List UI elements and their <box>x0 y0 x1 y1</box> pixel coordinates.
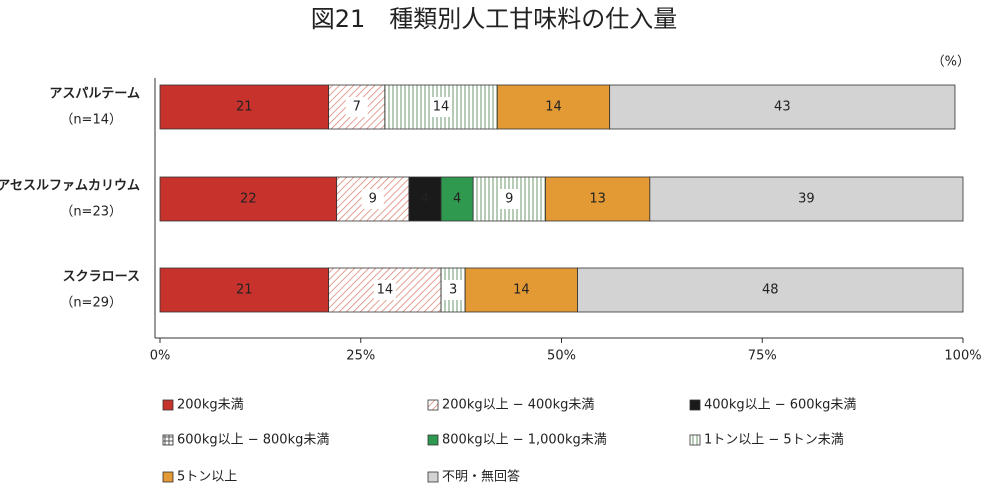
bar-segment <box>649 176 964 222</box>
bar-segment <box>440 176 474 222</box>
label-bg <box>345 97 368 117</box>
value-label: 4 <box>453 192 461 207</box>
legend-swatch <box>162 434 174 446</box>
x-tick-label: 25% <box>346 349 375 364</box>
x-tick-label: 0% <box>150 349 171 364</box>
label-bg <box>373 280 396 300</box>
legend-label: 200kg以上 − 400kg未満 <box>442 398 594 413</box>
legend-label: 200kg未満 <box>177 398 244 413</box>
bar-segment <box>545 176 651 222</box>
category-label: スクラロース <box>63 270 140 285</box>
value-label: 14 <box>513 283 530 298</box>
value-label: 4 <box>421 192 429 207</box>
category-note: （n=23） <box>60 205 122 220</box>
label-bg <box>361 189 384 209</box>
chart-title: 図21 種類別人工甘味料の仕入量 <box>311 5 678 33</box>
value-label: 9 <box>369 192 377 207</box>
value-label: 22 <box>240 192 257 207</box>
value-label: 39 <box>798 192 815 207</box>
bar-segment <box>464 267 578 313</box>
legend-label: 400kg以上 − 600kg未満 <box>704 398 856 413</box>
category-label: アセスルファムカリウム <box>0 179 140 194</box>
x-tick-label: 50% <box>547 349 576 364</box>
legend-swatch <box>427 471 439 483</box>
value-label: 14 <box>433 100 450 115</box>
legend-swatch <box>689 434 701 446</box>
value-label: 21 <box>236 283 253 298</box>
bar-segment <box>496 84 611 130</box>
value-label: 43 <box>774 100 791 115</box>
category-label: アスパルテーム <box>49 87 140 102</box>
bar-segment <box>159 84 330 130</box>
legend-label: 不明・無回答 <box>442 469 520 485</box>
x-tick-label: 100% <box>944 349 981 364</box>
value-label: 14 <box>545 100 562 115</box>
legend-label: 5トン以上 <box>177 470 237 485</box>
legend-label: 1トン以上 − 5トン未満 <box>704 433 844 448</box>
legend-swatch <box>162 471 174 483</box>
unit-label: （%） <box>932 55 970 70</box>
label-bg <box>498 189 521 209</box>
value-label: 7 <box>353 100 361 115</box>
category-note: （n=29） <box>60 296 122 311</box>
value-label: 3 <box>449 283 457 298</box>
bar-segment <box>577 267 964 313</box>
value-label: 48 <box>762 283 779 298</box>
value-label: 14 <box>377 283 394 298</box>
bar-segment <box>609 84 956 130</box>
legend-label: 600kg以上 − 800kg未満 <box>177 433 329 448</box>
category-note: （n=14） <box>60 113 122 128</box>
bar-segment <box>159 267 330 313</box>
legend-swatch <box>427 434 439 446</box>
label-bg <box>442 280 465 300</box>
label-bg <box>430 97 453 117</box>
x-tick-label: 75% <box>748 349 777 364</box>
legend-label: 800kg以上 − 1,000kg未満 <box>442 433 607 448</box>
legend-swatch <box>427 399 439 411</box>
legend-swatch <box>162 399 174 411</box>
value-label: 13 <box>589 192 606 207</box>
legend-swatch <box>689 399 701 411</box>
value-label: 9 <box>505 192 513 207</box>
bar-segment <box>159 176 338 222</box>
value-label: 21 <box>236 100 253 115</box>
